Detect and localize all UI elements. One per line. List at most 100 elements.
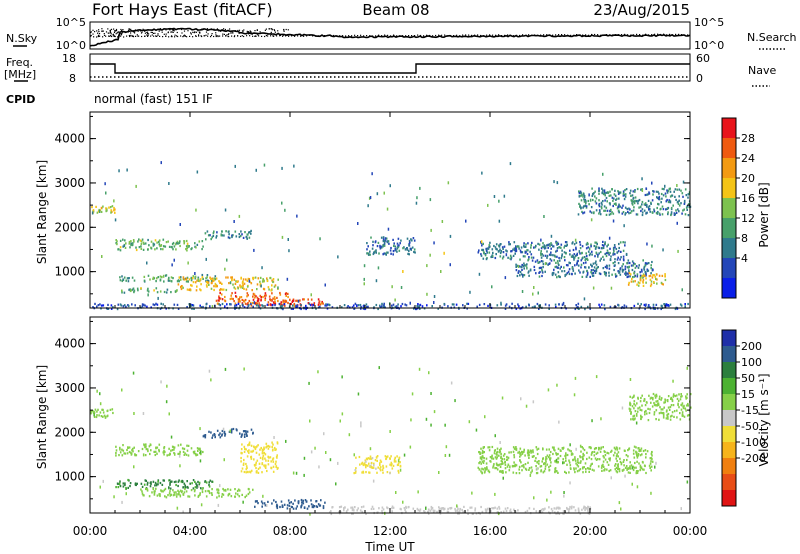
echo-cell (257, 299, 260, 302)
echo-cell (451, 303, 454, 306)
echo-cell (133, 279, 136, 282)
nsearch-point (213, 35, 215, 38)
echo-cell (325, 451, 327, 454)
echo-cell (384, 252, 387, 255)
echo-cell (265, 464, 267, 467)
echo-cell (575, 254, 577, 257)
echo-cell (177, 452, 179, 455)
echo-cell (592, 193, 594, 196)
nsearch-point (249, 35, 251, 37)
echo-cell (671, 414, 673, 417)
echo-cell (156, 291, 159, 294)
echo-cell (675, 209, 677, 212)
echo-cell (194, 242, 196, 245)
freq-tick-high: 18 (62, 52, 76, 65)
nsearch-point (456, 34, 458, 36)
echo-cell (604, 242, 606, 245)
nsearch-point (360, 34, 362, 36)
nsky-point (137, 35, 139, 37)
echo-cell (667, 406, 670, 409)
echo-cell (303, 506, 306, 509)
echo-cell (156, 277, 158, 280)
echo-cell (309, 512, 311, 516)
echo-cell (555, 512, 557, 515)
nsearch-point (123, 36, 125, 38)
echo-cell (602, 200, 604, 203)
nsky-point (107, 28, 109, 30)
echo-cell (665, 200, 668, 203)
echo-cell (541, 270, 544, 273)
colorbar-segment (722, 158, 736, 179)
echo-cell (600, 257, 602, 260)
echo-cell (487, 203, 489, 207)
echo-cell (273, 499, 275, 502)
echo-cell (153, 492, 156, 495)
echo-cell (385, 253, 387, 256)
echo-cell (267, 463, 270, 466)
echo-cell (626, 272, 628, 275)
nsearch-point (609, 34, 611, 36)
echo-cell (105, 207, 107, 210)
echo-cell (522, 275, 524, 278)
echo-cell (655, 393, 658, 396)
nsky-point (108, 32, 110, 34)
echo-cell (319, 303, 322, 306)
echo-cell (252, 292, 255, 295)
echo-cell (186, 276, 189, 279)
echo-cell (241, 467, 244, 470)
echo-cell (376, 459, 378, 462)
nsearch-point (600, 34, 602, 36)
echo-cell (513, 456, 516, 459)
echo-cell (650, 465, 653, 468)
echo-cell (121, 448, 123, 451)
echo-cell (560, 257, 563, 260)
echo-cell (169, 483, 171, 486)
echo-cell (279, 291, 281, 295)
echo-cell (302, 502, 305, 505)
echo-cell (633, 202, 636, 205)
echo-cell (267, 301, 270, 304)
echo-cell (214, 282, 217, 285)
nsky-point (102, 30, 104, 32)
echo-cell (262, 295, 264, 299)
echo-cell (610, 194, 612, 197)
echo-cell (182, 480, 184, 483)
echo-cell (579, 241, 581, 244)
echo-cell (518, 465, 521, 468)
nsearch-point (555, 34, 557, 36)
echo-cell (571, 266, 574, 269)
echo-cell (571, 242, 573, 245)
echo-cell (624, 195, 627, 198)
echo-cell (155, 287, 158, 290)
echo-cell (589, 446, 591, 449)
echo-cell (111, 408, 114, 411)
nsearch-point (639, 34, 641, 36)
echo-cell (151, 491, 153, 494)
nsearch-point (231, 35, 233, 37)
echo-cell (486, 466, 488, 469)
echo-cell (248, 449, 250, 452)
echo-cell (498, 219, 501, 223)
echo-cell (483, 446, 485, 449)
nsky-point (97, 35, 99, 38)
echo-cell (629, 401, 631, 404)
echo-cell (397, 471, 400, 474)
echo-cell (503, 458, 506, 461)
echo-cell (543, 244, 546, 247)
nave-tick-high: 60 (696, 52, 710, 65)
echo-cell (426, 264, 428, 268)
echo-cell (544, 507, 546, 510)
echo-cell (536, 461, 539, 464)
echo-cell (218, 296, 220, 300)
echo-cell (267, 303, 270, 306)
echo-cell (546, 254, 549, 257)
echo-cell (672, 204, 674, 207)
echo-cell (397, 237, 400, 240)
echo-cell (215, 236, 217, 239)
echo-cell (455, 303, 458, 306)
nsky-point (176, 31, 178, 34)
echo-cell (426, 304, 428, 307)
echo-cell (392, 506, 395, 509)
echo-cell (555, 461, 558, 464)
echo-cell (282, 301, 284, 304)
